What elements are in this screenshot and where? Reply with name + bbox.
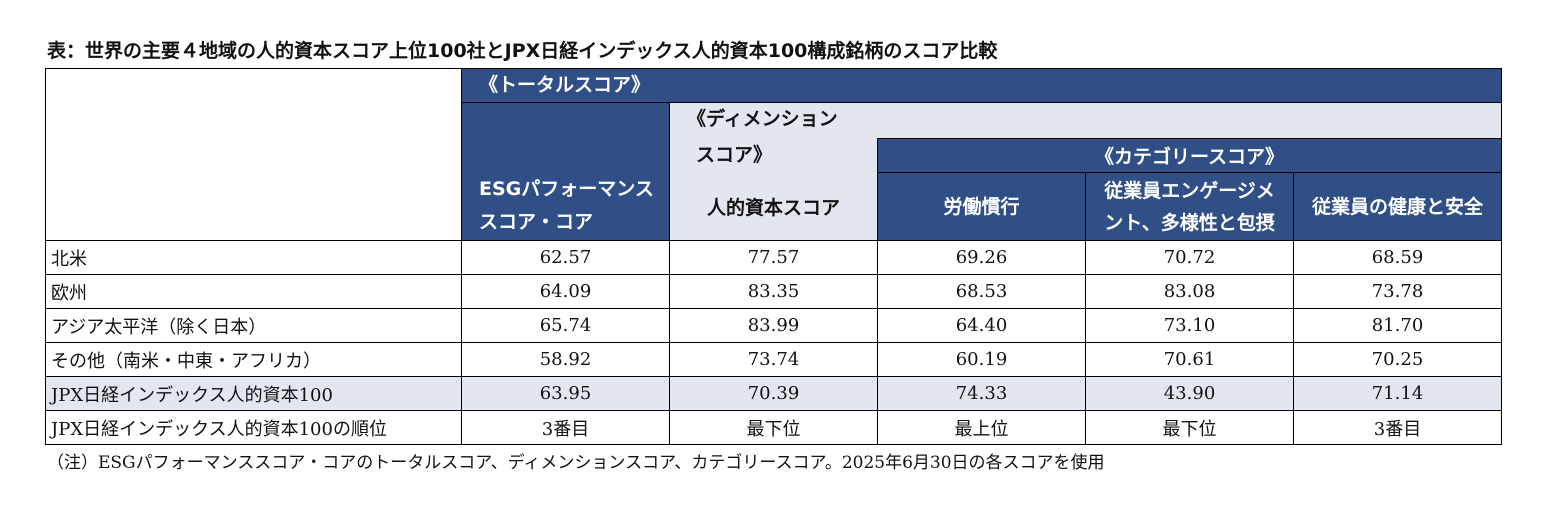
score-comparison-table: 《トータルスコア》 ESGパフォーマンス スコア・コア 《ディメンション スコア… [45,68,1502,445]
table-row-jpx: JPX日経インデックス人的資本100 63.95 70.39 74.33 43.… [45,376,1502,411]
cell-human-capital: 83.35 [669,274,878,309]
cell-labor: 69.26 [877,240,1086,275]
cell-labor: 最上位 [877,410,1086,445]
row-label: 北米 [45,240,462,275]
table-row: 北米 62.57 77.57 69.26 70.72 68.59 [45,240,1502,275]
cell-esg: 58.92 [461,342,670,377]
table-note: （注）ESGパフォーマンススコア・コアのトータルスコア、ディメンションスコア、カ… [47,453,1105,473]
cell-labor: 64.40 [877,308,1086,343]
cell-engagement: 73.10 [1085,308,1294,343]
cell-labor: 68.53 [877,274,1086,309]
cell-engagement: 70.72 [1085,240,1294,275]
cell-health: 81.70 [1293,308,1502,343]
cell-engagement: 70.61 [1085,342,1294,377]
cell-human-capital: 83.99 [669,308,878,343]
cell-human-capital: 70.39 [669,376,878,411]
cell-health: 73.78 [1293,274,1502,309]
cell-esg: 3番目 [461,410,670,445]
cell-human-capital: 77.57 [669,240,878,275]
cell-human-capital: 73.74 [669,342,878,377]
table-row: その他（南米・中東・アフリカ） 58.92 73.74 60.19 70.61 … [45,342,1502,377]
cell-engagement: 最下位 [1085,410,1294,445]
table-title: 表：世界の主要４地域の人的資本スコア上位100社とJPX日経インデックス人的資本… [47,40,998,62]
col-header-labor: 労働慣行 [877,172,1086,241]
col-header-engagement: 従業員エンゲージメ ント、多様性と包摂 [1085,172,1294,241]
category-score-header: 《カテゴリースコア》 [877,138,1502,173]
dimension-score-header-line2: スコア》 [696,143,773,166]
dimension-score-header-cont: スコア》 [669,138,878,173]
row-label: アジア太平洋（除く日本） [45,308,462,343]
cell-human-capital: 最下位 [669,410,878,445]
cell-labor: 60.19 [877,342,1086,377]
col-header-esg: ESGパフォーマンス スコア・コア [461,102,670,241]
table-row: 欧州 64.09 83.35 68.53 83.08 73.78 [45,274,1502,309]
row-label: JPX日経インデックス人的資本100の順位 [45,410,462,445]
row-label: JPX日経インデックス人的資本100 [45,376,462,411]
col-header-engagement-line1: 従業員エンゲージメ [1104,179,1275,202]
col-header-esg-line2: スコア・コア [479,211,594,233]
cell-health: 68.59 [1293,240,1502,275]
col-header-esg-line1: ESGパフォーマンス [479,178,654,200]
cell-health: 70.25 [1293,342,1502,377]
col-header-engagement-line2: ント、多様性と包摂 [1104,211,1275,234]
cell-engagement: 43.90 [1085,376,1294,411]
dimension-score-header-line1: 《ディメンション [687,108,838,130]
table-row-rank: JPX日経インデックス人的資本100の順位 3番目 最下位 最上位 最下位 3番… [45,410,1502,445]
cell-esg: 63.95 [461,376,670,411]
cell-esg: 64.09 [461,274,670,309]
dimension-score-header: 《ディメンション [669,102,1502,139]
corner-cell [45,68,462,241]
cell-health: 3番目 [1293,410,1502,445]
col-header-human-capital: 人的資本スコア [669,172,878,241]
cell-labor: 74.33 [877,376,1086,411]
cell-esg: 65.74 [461,308,670,343]
row-label: その他（南米・中東・アフリカ） [45,342,462,377]
col-header-health: 従業員の健康と安全 [1293,172,1502,241]
cell-engagement: 83.08 [1085,274,1294,309]
cell-esg: 62.57 [461,240,670,275]
cell-health: 71.14 [1293,376,1502,411]
row-label: 欧州 [45,274,462,309]
table-row: アジア太平洋（除く日本） 65.74 83.99 64.40 73.10 81.… [45,308,1502,343]
total-score-header: 《トータルスコア》 [461,68,1502,103]
